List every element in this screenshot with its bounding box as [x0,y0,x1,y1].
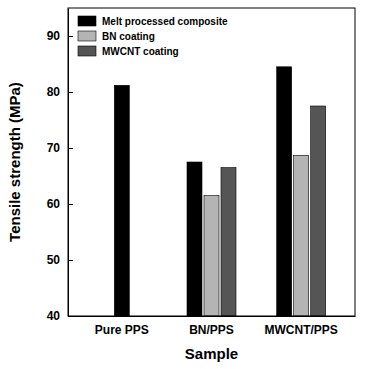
y-tick: 70 [47,141,73,155]
bar [277,67,292,316]
x-tick-label: Pure PPS [95,323,149,337]
legend: Melt processed composite BN coating MWCNT … [78,16,228,57]
plot-frame [68,8,355,316]
chart: 40 50 60 70 80 90 Pure PPS BN/PPS MWCNT/PPS Melt … [0,0,369,369]
y-axis: 40 50 60 70 80 90 [47,9,73,324]
y-tick: 90 [47,29,73,43]
x-axis: Pure PPS BN/PPS MWCNT/PPS [69,316,356,337]
y-tick-label: 90 [47,29,61,43]
legend-label: MWCNT coating [102,46,179,57]
y-tick-mark [68,36,73,37]
legend-item: MWCNT coating [78,46,179,57]
y-axis-line [68,9,69,317]
y-tick-label: 50 [47,253,61,267]
legend-item: Melt processed composite [78,16,228,27]
y-tick-mark [68,92,73,93]
y-tick-label: 80 [47,85,61,99]
bar [187,162,202,316]
y-tick-mark [68,204,73,205]
y-tick-mark [68,260,73,261]
x-axis-title: Sample [185,345,238,362]
x-tick: Pure PPS [95,316,149,337]
bar [294,155,309,316]
x-tick-label: BN/PPS [189,323,234,337]
y-tick-label: 70 [47,141,61,155]
y-tick-label: 40 [47,309,61,323]
y-tick: 60 [47,197,73,211]
bars [114,67,325,316]
legend-label: Melt processed composite [102,16,228,27]
legend-swatch [78,46,96,56]
x-tick: BN/PPS [189,316,234,337]
bar [311,106,326,316]
y-axis-title: Tensile strength (MPa) [6,82,23,242]
y-tick: 50 [47,253,73,267]
x-tick: MWCNT/PPS [265,316,338,337]
bar [221,168,236,316]
plot: 40 50 60 70 80 90 Pure PPS BN/PPS MWCNT/PPS Melt … [47,8,356,337]
legend-label: BN coating [102,31,155,42]
x-tick-label: MWCNT/PPS [265,323,338,337]
legend-swatch [78,16,96,26]
bar [114,85,129,316]
legend-swatch [78,31,96,41]
y-tick-mark [68,148,73,149]
y-tick: 80 [47,85,73,99]
bar [204,196,219,316]
y-tick-label: 60 [47,197,61,211]
legend-item: BN coating [78,31,155,42]
x-axis-line [69,316,356,317]
